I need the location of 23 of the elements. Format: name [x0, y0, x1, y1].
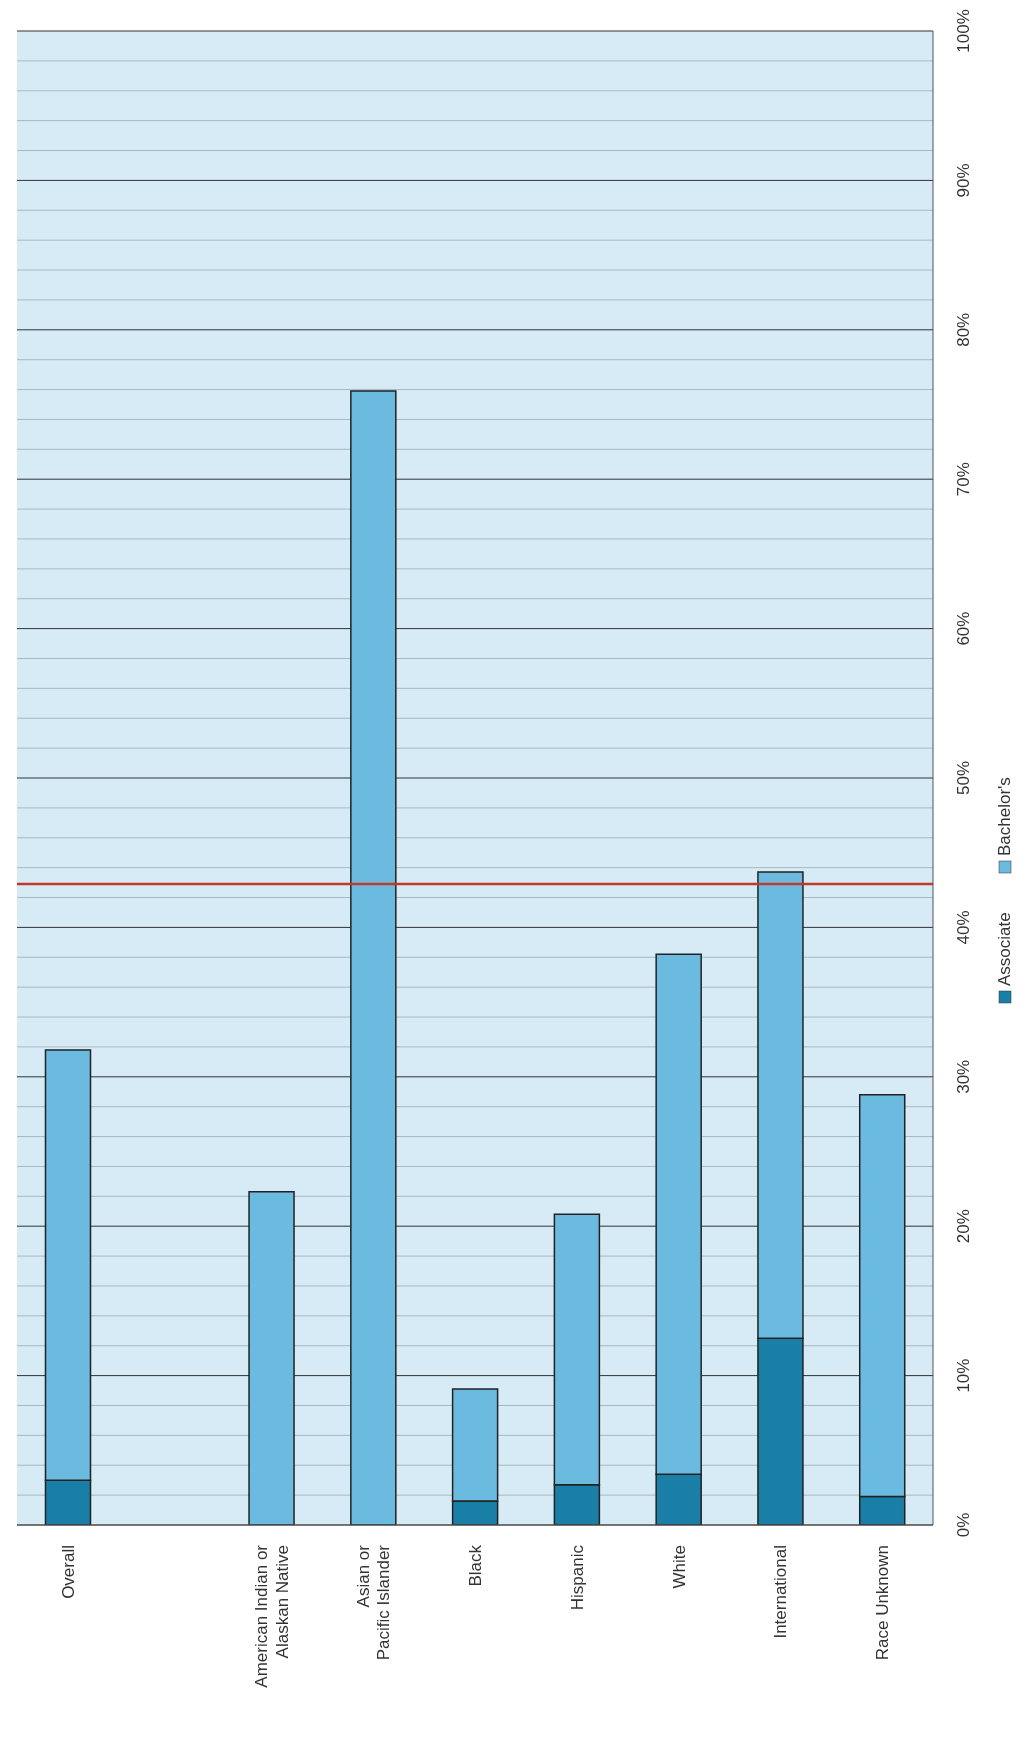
y-tick-label: 60%	[953, 611, 973, 646]
text: Bachelor's	[995, 777, 1014, 856]
x-tick-label: Overall	[58, 1545, 78, 1599]
bar	[248, 1191, 295, 1525]
y-tick-label: 0%	[953, 1512, 973, 1538]
text: Associate	[995, 912, 1014, 986]
x-tick-label: Race Unknown	[873, 1545, 893, 1661]
x-tick-label: Asian or Pacific Islander	[353, 1544, 394, 1661]
y-tick-label: 80%	[953, 312, 973, 347]
y-tick-label: 50%	[953, 760, 973, 796]
y-tick-label: 30%	[953, 1059, 973, 1094]
x-tick-label: Black	[465, 1544, 485, 1587]
y-tick-label: 100%	[953, 9, 973, 53]
x-tick-label: White	[669, 1545, 689, 1589]
x-tick-label: American Indian or Alaskan Native	[252, 1544, 292, 1688]
y-tick-label: 70%	[953, 462, 973, 497]
x-tick-label: Hispanic	[567, 1544, 587, 1611]
x-tick-label: International	[771, 1545, 791, 1639]
y-tick-label: 40%	[953, 910, 973, 945]
bar	[350, 390, 397, 1525]
y-tick-label: 90%	[953, 163, 973, 198]
y-tick-label: 20%	[953, 1209, 973, 1244]
y-tick-label: 10%	[953, 1358, 973, 1393]
